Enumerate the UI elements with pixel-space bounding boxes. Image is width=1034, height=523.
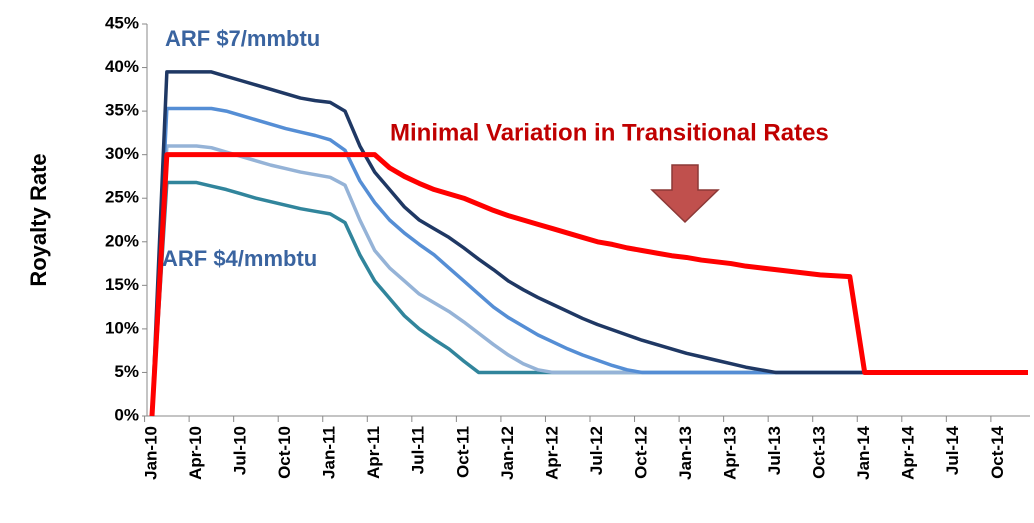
- y-tick-label: 45%: [105, 13, 139, 32]
- x-tick-label: Apr-12: [542, 426, 561, 480]
- y-tick-label: 0%: [114, 405, 139, 424]
- y-tick-label: 15%: [105, 275, 139, 294]
- series-line: [150, 180, 1028, 417]
- y-tick-label: 5%: [114, 362, 139, 381]
- annotation: Minimal Variation in Transitional Rates: [390, 119, 829, 146]
- x-tick-label: Jan-11: [320, 426, 339, 479]
- y-tick-label: 30%: [105, 144, 139, 163]
- arrow: [650, 164, 720, 224]
- y-axis-title: Royalty Rate: [26, 153, 51, 286]
- x-tick-label: Jan-12: [498, 426, 517, 480]
- x-tick-label: Jul-12: [587, 426, 606, 475]
- x-tick-label: Oct-11: [453, 426, 472, 478]
- series-line: [150, 144, 1028, 417]
- x-tick-label: Oct-12: [631, 426, 650, 479]
- y-tick-label: 35%: [105, 101, 139, 120]
- x-tick-label: Oct-13: [810, 426, 829, 479]
- annotation: ARF $4/mmbtu: [162, 246, 317, 271]
- x-tick-label: Jan-10: [141, 426, 160, 480]
- x-tick-label: Oct-10: [275, 426, 294, 479]
- x-tick-label: Jul-11: [409, 426, 428, 474]
- x-tick-label: Apr-10: [186, 426, 205, 480]
- y-tick-label: 20%: [105, 231, 139, 250]
- x-tick-label: Jul-10: [231, 426, 250, 475]
- x-tick-label: Apr-11: [364, 426, 383, 479]
- series-line: [149, 152, 1028, 417]
- x-tick-label: Oct-14: [988, 425, 1007, 478]
- x-tick-label: Apr-14: [899, 425, 918, 479]
- y-tick-label: 40%: [105, 57, 139, 76]
- x-tick-label: Jan-13: [676, 426, 695, 480]
- x-tick-label: Apr-13: [721, 426, 740, 480]
- annotation: ARF $7/mmbtu: [165, 26, 320, 51]
- x-tick-label: Jan-14: [854, 425, 873, 479]
- x-tick-label: Jul-13: [765, 426, 784, 475]
- y-tick-label: 25%: [105, 188, 139, 207]
- y-tick-label: 10%: [105, 318, 139, 337]
- x-tick-label: Jul-14: [943, 425, 962, 475]
